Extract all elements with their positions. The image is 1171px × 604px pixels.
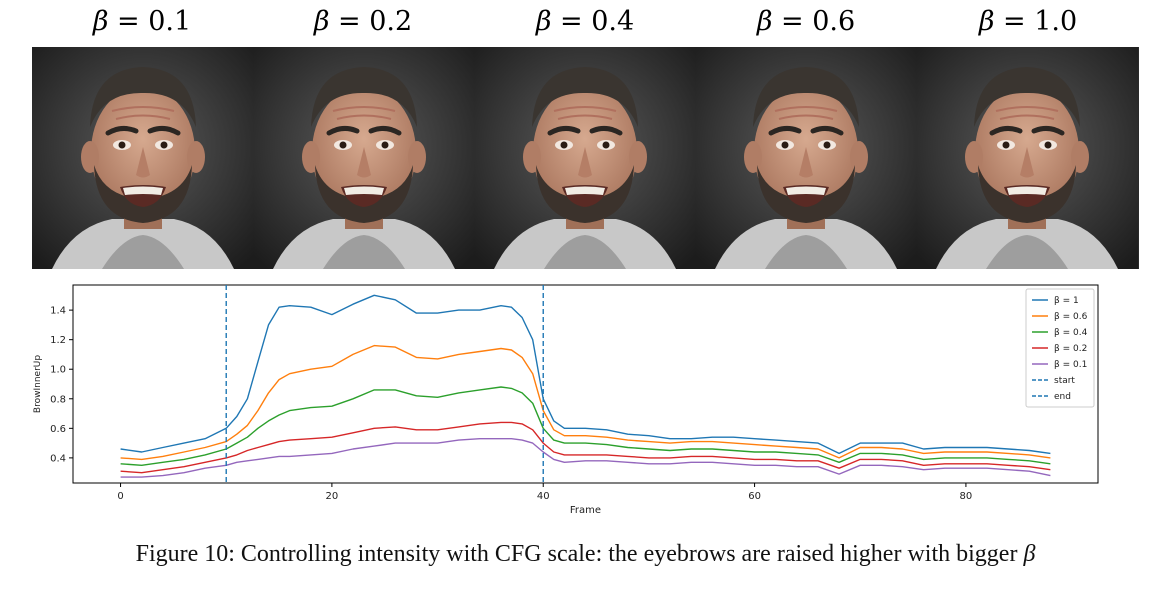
x-tick-label: 20 — [326, 491, 339, 502]
series-line-4 — [120, 421, 1051, 474]
panel-label-5: β = 1.0 — [958, 6, 1098, 37]
panel-label-3: β = 0.4 — [515, 6, 655, 37]
series-line-1 — [120, 294, 1051, 455]
face-image-1 — [32, 47, 254, 269]
series-line-2 — [120, 344, 1051, 461]
legend-label: end — [1054, 392, 1071, 402]
caption-text: Figure 10: Controlling intensity with CF… — [135, 541, 1024, 567]
beta-value: = 1.0 — [994, 6, 1078, 37]
y-tick-label: 1.0 — [50, 365, 66, 376]
y-tick-label: 0.4 — [50, 453, 66, 464]
beta-value: = 0.6 — [772, 6, 856, 37]
series-line-3 — [120, 386, 1051, 467]
y-tick-label: 1.2 — [50, 335, 66, 346]
face-image-3 — [474, 47, 696, 269]
plot-frame — [72, 284, 1099, 484]
caption-symbol: β — [1023, 541, 1036, 567]
face-image-5 — [916, 47, 1138, 269]
beta-value: = 0.1 — [108, 6, 192, 37]
beta-value: = 0.2 — [329, 6, 413, 37]
beta-symbol: β — [978, 6, 995, 37]
beta-symbol: β — [756, 6, 773, 37]
face-image-2 — [253, 47, 475, 269]
y-tick-label: 0.6 — [50, 424, 66, 435]
x-axis-label: Frame — [570, 505, 601, 516]
series-line-5 — [120, 437, 1051, 478]
figure-caption: Figure 10: Controlling intensity with CF… — [0, 541, 1171, 568]
browinnerup-line-chart: 0 20 40 60 80 0.4 0.6 0.8 1.0 1.2 1.4 Frame BrowInne… — [33, 284, 1099, 516]
legend-label: β = 0.6 — [1054, 312, 1088, 322]
legend-label: β = 0.1 — [1054, 360, 1087, 370]
legend-label: β = 0.4 — [1054, 328, 1088, 338]
x-tick-label: 40 — [537, 491, 550, 502]
beta-symbol: β — [313, 6, 330, 37]
face-image-strip — [32, 47, 1139, 269]
beta-value: = 0.4 — [551, 6, 635, 37]
y-tick-label: 0.8 — [50, 394, 66, 405]
panel-label-1: β = 0.1 — [72, 6, 212, 37]
legend-label: β = 0.2 — [1054, 344, 1087, 354]
x-tick-label: 60 — [748, 491, 761, 502]
panel-label-2: β = 0.2 — [293, 6, 433, 37]
legend-box — [1025, 288, 1095, 408]
legend-label: β = 1 — [1054, 296, 1079, 306]
y-tick-label: 1.4 — [50, 306, 66, 317]
panel-label-4: β = 0.6 — [736, 6, 876, 37]
x-tick-label: 80 — [960, 491, 973, 502]
beta-symbol: β — [92, 6, 109, 37]
beta-symbol: β — [535, 6, 552, 37]
x-tick-label: 0 — [117, 491, 123, 502]
y-axis-label: BrowInnerUp — [33, 355, 43, 413]
face-image-4 — [695, 47, 917, 269]
legend-label: start — [1054, 376, 1075, 386]
